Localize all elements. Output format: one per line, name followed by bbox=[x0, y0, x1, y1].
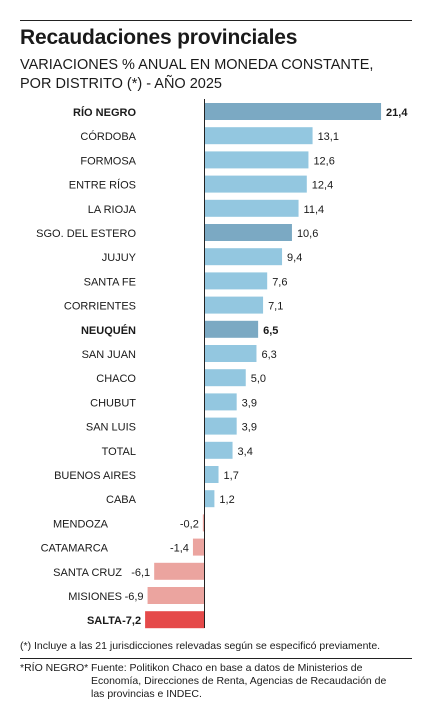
value-label-buenos-aires: 1,7 bbox=[224, 470, 239, 482]
category-label-sgo-del-estero: SGO. DEL ESTERO bbox=[36, 228, 136, 240]
top-rule bbox=[20, 20, 412, 21]
bar-chart: RÍO NEGRO 21,4 CÓRDOBA 13,1 FORMOSA 12,6 ENTRE… bbox=[36, 99, 408, 629]
category-label-caba: CABA bbox=[106, 494, 137, 506]
footnote: (*) Incluye a las 21 jurisdicciones rele… bbox=[20, 640, 381, 652]
value-label-formosa: 12,6 bbox=[313, 155, 334, 167]
category-label-entre-rios: ENTRE RÍOS bbox=[69, 179, 136, 192]
bar-san-juan bbox=[204, 345, 257, 362]
source: Fuente: Politikon Chaco en base a datos … bbox=[91, 662, 387, 700]
bar-total bbox=[204, 441, 233, 459]
value-label-catamarca: -1,4 bbox=[170, 543, 189, 555]
value-label-la-rioja: 11,4 bbox=[304, 204, 325, 216]
bottom-rule bbox=[20, 658, 412, 659]
value-label-neuquen: 6,5 bbox=[263, 325, 278, 337]
category-label-buenos-aires: BUENOS AIRES bbox=[54, 470, 136, 482]
chart-subtitle: VARIACIONES % ANUAL EN MONEDA CONSTANTE,… bbox=[20, 56, 420, 94]
bar-misiones bbox=[147, 587, 205, 604]
value-label-san-juan: 6,3 bbox=[261, 349, 276, 361]
bar-santa-cruz bbox=[154, 562, 205, 580]
category-label-cordoba: CÓRDOBA bbox=[80, 130, 136, 143]
bar-rio-negro bbox=[204, 103, 382, 120]
subtitle-line-2: POR DISTRITO (*) - AÑO 2025 bbox=[20, 76, 222, 92]
category-label-catamarca: CATAMARCA bbox=[41, 543, 109, 555]
category-label-la-rioja: LA RIOJA bbox=[88, 204, 137, 216]
bar-sgo-del-estero bbox=[204, 224, 292, 241]
bar-entre-rios bbox=[204, 175, 307, 193]
bar-mendoza bbox=[202, 514, 205, 532]
value-label-corrientes: 7,1 bbox=[268, 301, 283, 313]
bar-salta bbox=[145, 611, 205, 629]
category-label-salta: SALTA bbox=[87, 615, 122, 627]
bar-san-luis bbox=[204, 417, 237, 435]
category-label-mendoza: MENDOZA bbox=[53, 518, 109, 530]
bar-catamarca bbox=[192, 538, 205, 556]
chart-title: Recaudaciones provinciales bbox=[20, 26, 298, 49]
value-label-entre-rios: 12,4 bbox=[312, 180, 333, 192]
category-label-santa-cruz: SANTA CRUZ bbox=[53, 567, 122, 579]
value-label-salta: -7,2 bbox=[122, 615, 141, 627]
value-label-santa-fe: 7,6 bbox=[272, 276, 287, 288]
category-label-santa-fe: SANTA FE bbox=[84, 276, 136, 288]
bar-formosa bbox=[204, 151, 309, 169]
category-label-corrientes: CORRIENTES bbox=[64, 301, 136, 313]
value-label-chaco: 5,0 bbox=[251, 373, 266, 385]
category-label-total: TOTAL bbox=[102, 446, 136, 458]
bar-jujuy bbox=[204, 248, 283, 266]
value-label-san-luis: 3,9 bbox=[242, 422, 257, 434]
value-label-cordoba: 13,1 bbox=[318, 131, 339, 143]
bar-neuquen bbox=[204, 320, 259, 338]
category-label-formosa: FORMOSA bbox=[80, 155, 136, 167]
value-label-total: 3,4 bbox=[238, 446, 253, 458]
value-label-mendoza: -0,2 bbox=[180, 518, 199, 530]
value-label-misiones: -6,9 bbox=[125, 591, 144, 603]
bar-buenos-aires bbox=[204, 466, 219, 483]
bar-chubut bbox=[204, 393, 237, 411]
category-label-chaco: CHACO bbox=[96, 373, 136, 385]
category-label-san-luis: SAN LUIS bbox=[86, 422, 136, 434]
value-label-sgo-del-estero: 10,6 bbox=[297, 228, 318, 240]
bar-caba bbox=[204, 490, 215, 508]
category-label-chubut: CHUBUT bbox=[90, 397, 136, 409]
category-label-jujuy: JUJUY bbox=[102, 252, 137, 264]
value-label-chubut: 3,9 bbox=[242, 397, 257, 409]
category-label-misiones: MISIONES bbox=[68, 591, 122, 603]
category-label-neuquen: NEUQUÉN bbox=[81, 324, 136, 337]
bar-cordoba bbox=[204, 127, 313, 145]
credit: *RÍO NEGRO* bbox=[20, 662, 89, 674]
value-label-jujuy: 9,4 bbox=[287, 252, 302, 264]
bar-chaco bbox=[204, 369, 246, 387]
bar-corrientes bbox=[204, 296, 264, 314]
category-label-san-juan: SAN JUAN bbox=[82, 349, 136, 361]
bar-la-rioja bbox=[204, 199, 299, 217]
subtitle-line-1: VARIACIONES % ANUAL EN MONEDA CONSTANTE, bbox=[20, 57, 374, 73]
value-label-santa-cruz: -6,1 bbox=[131, 567, 150, 579]
value-label-caba: 1,2 bbox=[219, 494, 234, 506]
category-label-rio-negro: RÍO NEGRO bbox=[73, 106, 136, 119]
value-label-rio-negro: 21,4 bbox=[386, 107, 408, 119]
bar-santa-fe bbox=[204, 272, 268, 290]
